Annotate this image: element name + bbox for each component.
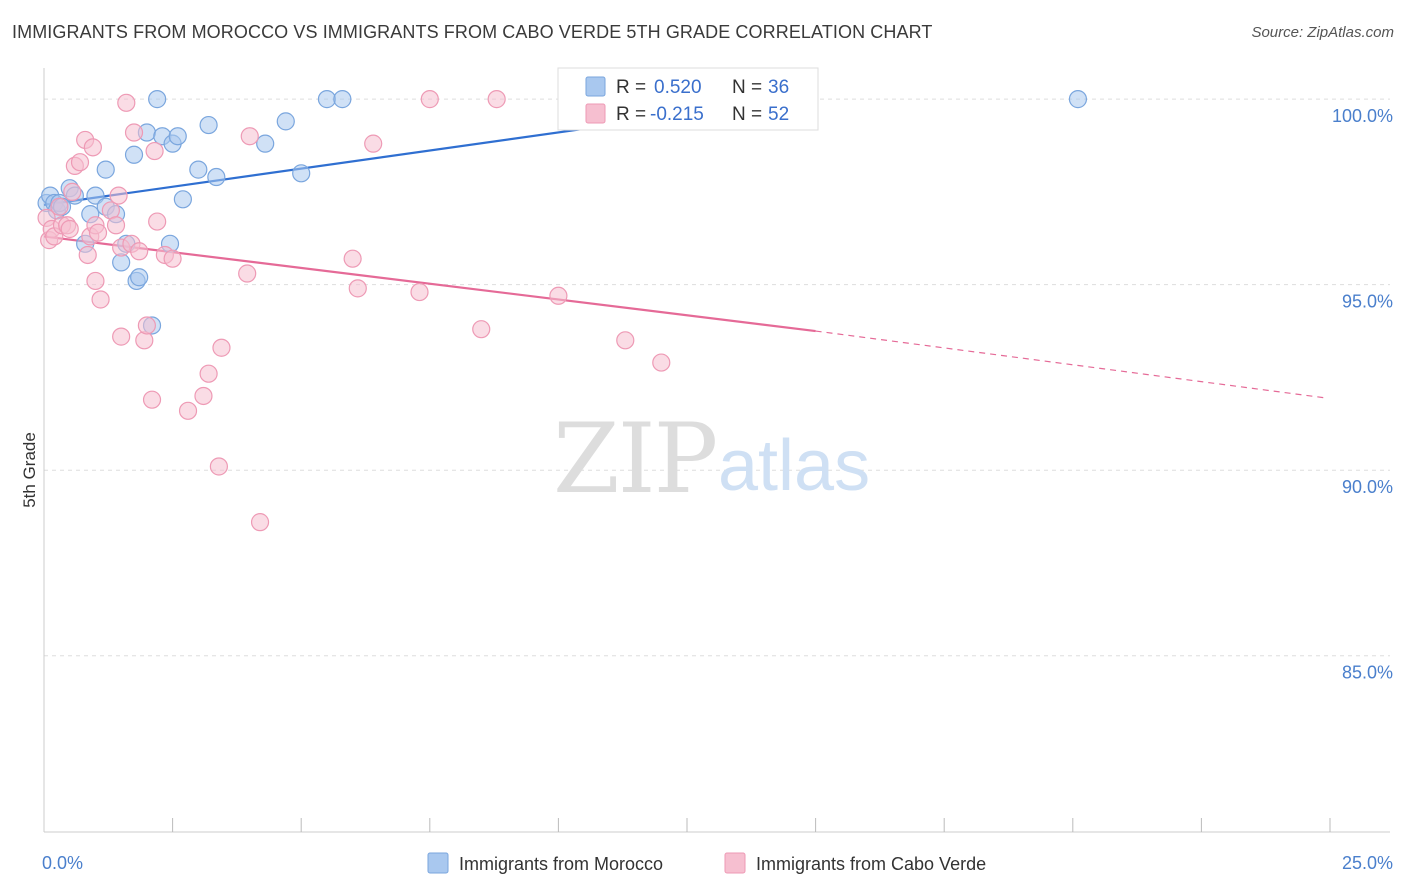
point-cabo-verde <box>240 127 259 146</box>
trend-layer <box>43 98 1325 399</box>
point-cabo-verde <box>616 331 635 350</box>
legend-n-label-cabo-verde: N = <box>732 104 762 125</box>
point-cabo-verde <box>549 286 568 305</box>
watermark-zip: ZIP <box>553 403 716 515</box>
point-morocco <box>189 160 208 179</box>
point-cabo-verde <box>117 93 136 112</box>
x-tick-label: 25.0% <box>1342 853 1393 873</box>
bottom-legend-label-cabo-verde: Immigrants from Cabo Verde <box>756 854 986 874</box>
point-cabo-verde <box>137 316 156 335</box>
y-tick-label: 90.0% <box>1342 477 1393 497</box>
point-cabo-verde <box>50 197 69 216</box>
source-label: Source: ZipAtlas.com <box>1251 24 1394 41</box>
point-morocco <box>333 90 352 109</box>
point-cabo-verde <box>163 249 182 268</box>
point-cabo-verde <box>199 364 218 383</box>
point-morocco <box>86 186 105 205</box>
point-morocco <box>148 90 167 109</box>
top-legend: R = 0.520 N = 36 R = -0.215 N = 52 <box>557 67 819 131</box>
axes-layer: 100.0% 95.0% 90.0% 85.0% 0.0% 25.0% <box>42 68 1393 873</box>
point-cabo-verde <box>178 401 198 420</box>
legend-r-value-morocco: 0.520 <box>654 77 702 98</box>
point-cabo-verde <box>88 223 108 242</box>
point-cabo-verde <box>130 242 149 261</box>
y-tick-label: 85.0% <box>1342 663 1393 683</box>
points-layer <box>37 90 1088 532</box>
point-morocco <box>199 115 218 135</box>
point-morocco <box>276 112 295 131</box>
bottom-legend-swatch-cabo-verde <box>724 852 746 874</box>
point-cabo-verde <box>109 186 128 205</box>
legend-n-value-morocco: 36 <box>768 77 789 98</box>
y-tick-label: 95.0% <box>1342 292 1393 312</box>
point-morocco <box>207 167 226 187</box>
point-cabo-verde <box>148 212 167 231</box>
point-cabo-verde <box>91 290 110 309</box>
legend-swatch-cabo-verde <box>585 103 606 124</box>
point-morocco <box>130 268 149 287</box>
point-cabo-verde <box>83 138 102 157</box>
point-cabo-verde <box>135 331 154 350</box>
point-morocco <box>96 160 115 179</box>
point-cabo-verde <box>250 513 270 532</box>
point-cabo-verde <box>142 390 162 409</box>
point-cabo-verde <box>112 327 131 346</box>
point-cabo-verde <box>364 134 383 153</box>
point-morocco <box>256 134 275 153</box>
point-morocco <box>173 190 192 209</box>
bottom-legend-swatch-morocco <box>427 852 449 874</box>
point-morocco <box>168 127 187 146</box>
point-cabo-verde <box>472 320 491 339</box>
legend-n-label-morocco: N = <box>732 77 762 98</box>
y-axis-label: 5th Grade <box>20 432 39 508</box>
point-cabo-verde <box>348 279 367 298</box>
x-tick-label: 0.0% <box>42 853 83 873</box>
point-cabo-verde <box>420 90 439 109</box>
y-tick-label: 100.0% <box>1332 106 1393 126</box>
point-morocco <box>124 145 144 164</box>
point-cabo-verde <box>410 282 429 302</box>
point-cabo-verde <box>238 264 257 283</box>
watermark: ZIP atlas <box>553 403 870 515</box>
legend-r-label-morocco: R = <box>616 77 646 98</box>
point-cabo-verde <box>70 153 90 172</box>
point-cabo-verde <box>145 141 164 161</box>
trend-line-cabo-verde-extrapolated <box>815 330 1325 399</box>
chart-title: IMMIGRANTS FROM MOROCCO VS IMMIGRANTS FR… <box>12 22 933 42</box>
point-cabo-verde <box>106 216 126 235</box>
point-cabo-verde <box>209 457 228 476</box>
point-cabo-verde <box>60 219 79 239</box>
point-cabo-verde <box>487 90 506 109</box>
legend-r-label-cabo-verde: R = <box>616 104 646 125</box>
grid-layer <box>44 98 1390 657</box>
point-morocco <box>292 164 311 183</box>
bottom-legend-label-morocco: Immigrants from Morocco <box>459 854 663 874</box>
point-cabo-verde <box>652 353 671 372</box>
point-morocco <box>1068 90 1088 109</box>
point-cabo-verde <box>86 271 105 291</box>
legend-swatch-morocco <box>585 76 606 97</box>
point-cabo-verde <box>63 182 82 201</box>
legend-n-value-cabo-verde: 52 <box>768 104 789 125</box>
point-cabo-verde <box>343 249 362 268</box>
point-cabo-verde <box>212 338 231 357</box>
bottom-legend: Immigrants from Morocco Immigrants from … <box>427 852 986 874</box>
point-morocco <box>317 90 337 109</box>
legend-r-value-cabo-verde: -0.215 <box>650 104 704 125</box>
watermark-atlas: atlas <box>718 426 870 506</box>
point-cabo-verde <box>194 386 213 406</box>
point-cabo-verde <box>78 245 97 265</box>
point-cabo-verde <box>124 123 144 142</box>
